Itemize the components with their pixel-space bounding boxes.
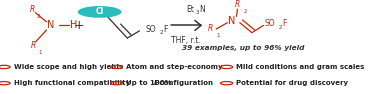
Text: Et: Et [186, 5, 194, 14]
Text: +: + [74, 19, 85, 32]
Text: High functional compatibility: High functional compatibility [14, 80, 130, 86]
Text: Atom and step-economy: Atom and step-economy [126, 64, 223, 70]
Text: F: F [163, 25, 167, 34]
Text: Potential for drug discovery: Potential for drug discovery [236, 80, 348, 86]
Text: THF, r.t.: THF, r.t. [171, 36, 201, 45]
Text: 3: 3 [195, 10, 199, 15]
Text: F: F [282, 19, 287, 28]
Text: 1: 1 [38, 50, 42, 55]
Text: E: E [154, 80, 158, 86]
Text: SO: SO [265, 19, 276, 28]
Text: 2: 2 [243, 9, 247, 14]
Text: 2: 2 [160, 30, 163, 35]
Text: Up to 100%: Up to 100% [126, 80, 174, 86]
Text: configuration: configuration [157, 80, 214, 86]
Text: H: H [70, 20, 77, 30]
Text: 1: 1 [217, 33, 220, 38]
Text: 2: 2 [37, 14, 40, 19]
Text: 2: 2 [278, 25, 282, 30]
Text: N: N [47, 20, 54, 30]
Text: Mild conditions and gram scales: Mild conditions and gram scales [236, 64, 364, 70]
Text: SO: SO [145, 25, 156, 34]
Text: R: R [29, 5, 35, 14]
Circle shape [78, 6, 122, 18]
Text: N: N [228, 16, 235, 26]
Text: R: R [208, 24, 213, 33]
Text: R: R [31, 41, 36, 50]
Text: Cl: Cl [96, 7, 104, 16]
Text: 39 examples, up to 96% yield: 39 examples, up to 96% yield [182, 45, 304, 51]
Text: R: R [235, 0, 240, 9]
Text: Wide scope and high yields: Wide scope and high yields [14, 64, 123, 70]
Text: N: N [199, 5, 205, 14]
